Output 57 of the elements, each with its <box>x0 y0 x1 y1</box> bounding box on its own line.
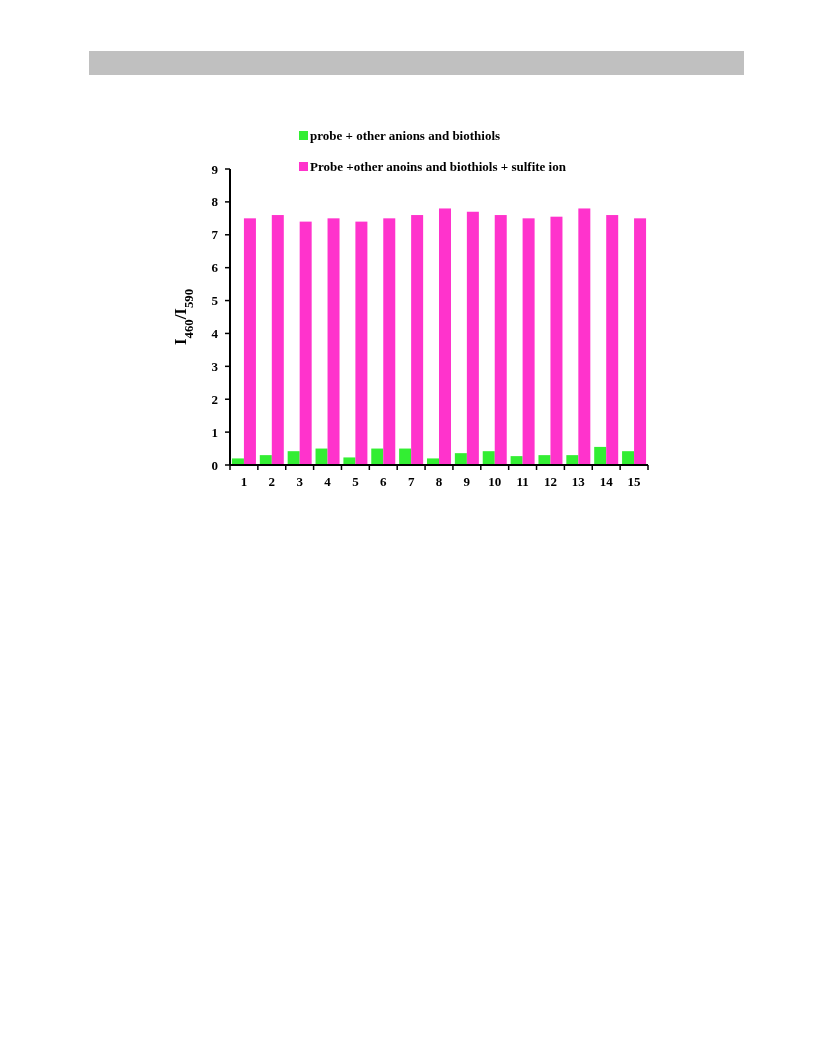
bar <box>287 451 300 465</box>
bar <box>622 451 635 465</box>
bar <box>399 448 412 465</box>
x-tick-label: 4 <box>324 474 332 489</box>
bar <box>522 218 535 465</box>
y-tick-label: 0 <box>211 457 218 473</box>
bar <box>315 448 328 465</box>
bar <box>271 215 284 465</box>
y-tick-label: 8 <box>211 194 219 210</box>
bar <box>371 448 384 465</box>
bar <box>578 208 591 465</box>
x-tick-label: 3 <box>296 474 304 489</box>
x-tick-label: 1 <box>240 474 248 489</box>
x-tick-label: 6 <box>380 474 388 489</box>
x-tick-label: 15 <box>627 474 642 489</box>
y-tick-label: 2 <box>211 391 218 407</box>
bar <box>594 446 607 465</box>
bar <box>482 451 495 465</box>
y-tick-label: 1 <box>211 424 218 440</box>
x-tick-label: 8 <box>435 474 443 489</box>
x-tick-label: 11 <box>516 474 529 489</box>
y-tick-label: 4 <box>211 325 219 341</box>
bar <box>231 458 244 465</box>
x-tick-label: 2 <box>268 474 276 489</box>
y-tick-label: 5 <box>211 293 219 309</box>
x-tick-label: 9 <box>463 474 471 489</box>
bar <box>427 458 439 465</box>
bar <box>343 457 356 465</box>
x-tick-label: 13 <box>571 474 586 489</box>
x-tick-label: 10 <box>488 474 502 489</box>
x-tick-label: 14 <box>599 474 614 489</box>
bar <box>259 455 272 465</box>
legend-label: probe + other anions and biothiols <box>310 128 501 143</box>
bar <box>411 215 424 465</box>
y-tick-label: 9 <box>211 161 219 177</box>
bar <box>494 215 507 465</box>
bar <box>510 456 523 465</box>
x-tick-label: 12 <box>543 474 557 489</box>
bar <box>634 218 647 465</box>
bar <box>299 221 312 465</box>
x-tick-label: 5 <box>352 474 360 489</box>
bar <box>606 215 619 465</box>
y-tick-label: 7 <box>211 227 219 243</box>
bar <box>466 211 479 465</box>
legend-label: Probe +other anoins and biothiols + sulfite ion <box>310 159 567 174</box>
bar <box>355 221 368 465</box>
bar <box>439 208 451 465</box>
bar <box>243 218 256 465</box>
bar <box>566 455 579 465</box>
bar <box>550 216 563 465</box>
bar <box>383 218 396 465</box>
y-tick-label: 6 <box>211 260 219 276</box>
x-tick-label: 7 <box>407 474 415 489</box>
bar <box>327 218 340 465</box>
bar <box>454 453 467 465</box>
bar <box>538 455 551 465</box>
y-tick-label: 3 <box>211 358 219 374</box>
